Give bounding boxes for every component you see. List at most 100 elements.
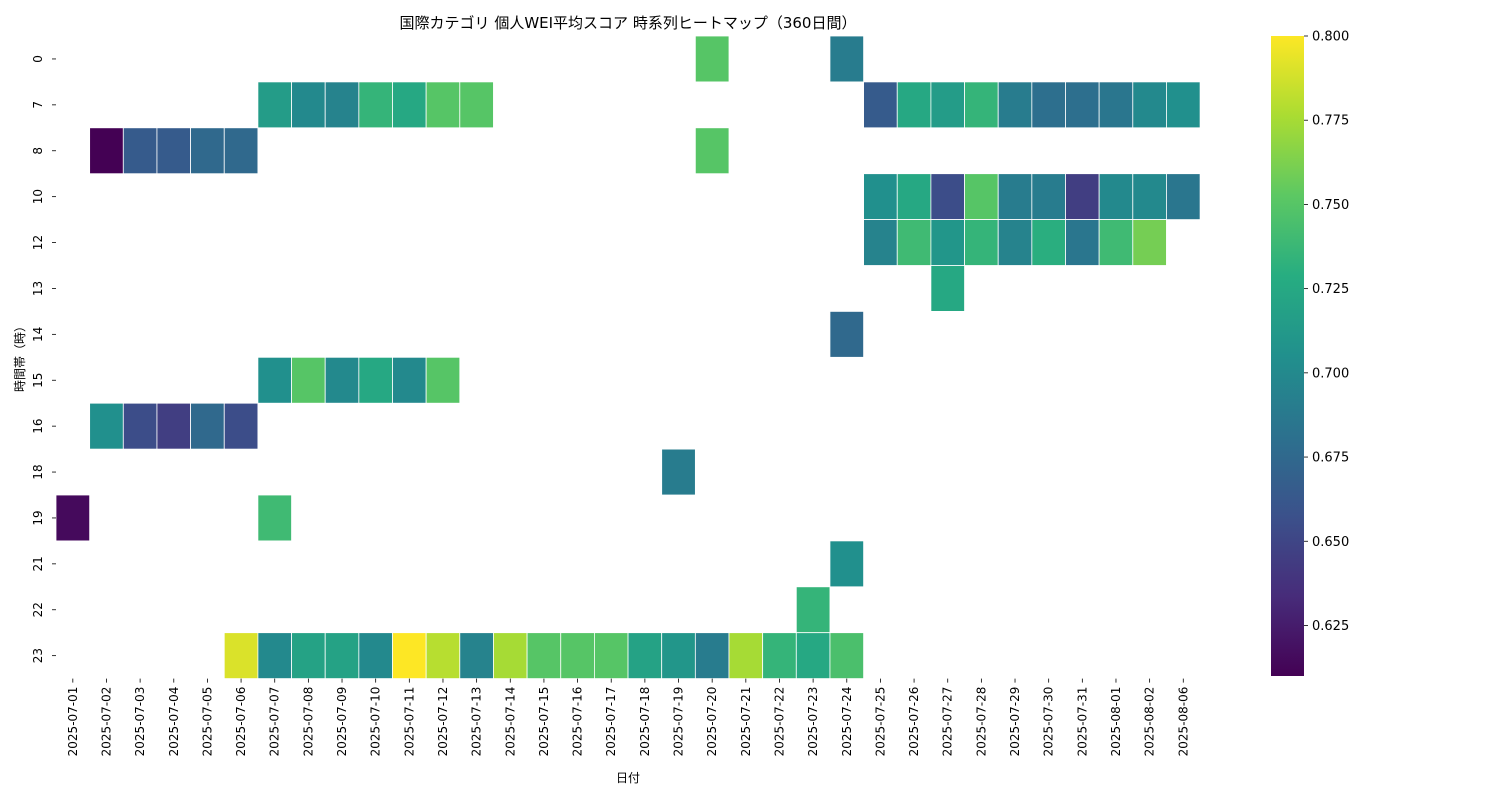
heatmap-cell xyxy=(493,632,528,680)
heatmap-cell xyxy=(896,219,932,266)
x-tick-label: 2025-07-04 xyxy=(167,687,181,757)
x-tick-label: 2025-08-06 xyxy=(1176,687,1190,757)
y-tick-label: 14 xyxy=(31,327,45,342)
colorbar-tick-label: 0.775 xyxy=(1312,114,1349,129)
heatmap-cell xyxy=(594,632,629,680)
heatmap-cell xyxy=(459,81,494,129)
colorbar-tick-label: 0.675 xyxy=(1312,451,1349,466)
x-axis-label: 日付 xyxy=(616,771,640,785)
heatmap-cell xyxy=(257,632,292,680)
heatmap-cell xyxy=(1132,219,1167,266)
y-tick-label: 13 xyxy=(31,281,45,296)
heatmap-cell xyxy=(560,632,595,680)
heatmap-cell xyxy=(627,632,663,680)
x-tick-label: 2025-07-19 xyxy=(672,687,686,757)
heatmap-cell xyxy=(425,632,461,680)
heatmap-cell xyxy=(964,219,999,266)
x-tick-label: 2025-07-06 xyxy=(234,687,248,757)
x-tick-label: 2025-07-28 xyxy=(974,687,988,757)
heatmap-cell xyxy=(122,127,158,175)
heatmap-cell xyxy=(728,632,764,680)
heatmap-cell xyxy=(291,81,326,129)
heatmap-cell xyxy=(1065,219,1100,266)
x-tick-label: 2025-07-21 xyxy=(739,687,753,757)
heatmap-cell xyxy=(829,35,865,83)
y-tick-label: 15 xyxy=(31,373,45,388)
x-tick-label: 2025-07-07 xyxy=(268,687,282,757)
y-tick-label: 10 xyxy=(31,189,45,204)
x-tick-label: 2025-07-31 xyxy=(1075,687,1089,757)
heatmap-cell xyxy=(425,356,461,404)
heatmap-cell xyxy=(694,632,730,680)
x-tick-label: 2025-07-11 xyxy=(402,687,416,757)
x-tick-label: 2025-07-05 xyxy=(200,687,214,757)
colorbar-tick-label: 0.700 xyxy=(1312,366,1349,381)
heatmap-cell xyxy=(257,356,292,404)
heatmap-cell xyxy=(997,173,1033,220)
heatmap-cell xyxy=(358,632,393,680)
heatmap-cell xyxy=(1031,81,1066,129)
x-tick-label: 2025-07-15 xyxy=(537,687,551,757)
heatmap-cell xyxy=(1098,173,1134,220)
colorbar-ticks: 0.625 0.650 0.675 0.700 0.725 0.750 0.775 0.800 xyxy=(1304,30,1349,634)
heatmap-cell xyxy=(459,632,494,680)
heatmap-cell xyxy=(156,127,191,175)
x-tick-label: 2025-07-09 xyxy=(335,687,349,757)
x-tick-label: 2025-07-17 xyxy=(604,687,618,757)
heatmap-cell xyxy=(930,219,965,266)
heatmap-cell xyxy=(1166,81,1201,129)
heatmap-cell xyxy=(425,81,461,129)
heatmap-cell xyxy=(829,540,865,588)
x-tick-label: 2025-07-02 xyxy=(99,687,113,757)
heatmap-cell xyxy=(1166,173,1201,220)
y-axis-ticks: 0 7 8 10 12 13 14 15 16 18 19 21 22 23 xyxy=(31,55,56,663)
heatmap-cell xyxy=(863,81,898,129)
heatmap-cell xyxy=(964,173,999,220)
heatmap-cell xyxy=(223,127,259,175)
y-tick-label: 7 xyxy=(31,101,45,109)
heatmap-cells xyxy=(55,35,1201,680)
heatmap-cell xyxy=(324,632,360,680)
colorbar-tick-label: 0.625 xyxy=(1312,619,1349,634)
y-tick-label: 22 xyxy=(31,602,45,617)
heatmap-cell xyxy=(829,632,865,680)
heatmap-cell xyxy=(392,632,427,680)
colorbar-tick-label: 0.725 xyxy=(1312,282,1349,297)
x-tick-label: 2025-07-13 xyxy=(470,687,484,757)
heatmap-cell xyxy=(55,494,91,542)
heatmap-cell xyxy=(795,586,831,634)
x-tick-label: 2025-08-01 xyxy=(1109,687,1123,757)
heatmap-cell xyxy=(930,81,965,129)
heatmap-cell xyxy=(156,402,191,450)
x-tick-label: 2025-07-18 xyxy=(638,687,652,757)
y-tick-label: 19 xyxy=(31,510,45,525)
heatmap-cell xyxy=(1098,219,1134,266)
y-axis-label: 時間帯（時） xyxy=(13,320,27,392)
heatmap-cell xyxy=(795,632,831,680)
x-tick-label: 2025-07-27 xyxy=(941,687,955,757)
heatmap-cell xyxy=(89,402,124,450)
heatmap-cell xyxy=(661,632,696,680)
heatmap-cell xyxy=(997,219,1033,266)
x-tick-label: 2025-07-12 xyxy=(436,687,450,757)
x-axis-ticks: 2025-07-01 2025-07-02 2025-07-03 2025-07-04… xyxy=(66,678,1190,757)
heatmap-cell xyxy=(190,402,225,450)
x-tick-label: 2025-07-24 xyxy=(840,687,854,757)
chart-title: 国際カテゴリ 個人WEI平均スコア 時系列ヒートマップ（360日間） xyxy=(399,14,857,32)
heatmap-cell xyxy=(1098,81,1134,129)
x-tick-label: 2025-07-22 xyxy=(772,687,786,757)
heatmap-cell xyxy=(223,402,259,450)
heatmap-cell xyxy=(1132,81,1167,129)
heatmap-cell xyxy=(829,310,865,358)
x-tick-label: 2025-07-16 xyxy=(571,687,585,757)
heatmap-cell xyxy=(1031,173,1066,220)
heatmap-cell xyxy=(223,632,259,680)
heatmap-cell xyxy=(257,81,292,129)
colorbar-gradient xyxy=(1271,36,1304,676)
heatmap-cell xyxy=(863,173,898,220)
x-tick-label: 2025-07-30 xyxy=(1042,687,1056,757)
heatmap-cell xyxy=(964,81,999,129)
heatmap-cell xyxy=(1065,173,1100,220)
x-tick-label: 2025-07-29 xyxy=(1008,687,1022,757)
x-tick-label: 2025-07-03 xyxy=(133,687,147,757)
